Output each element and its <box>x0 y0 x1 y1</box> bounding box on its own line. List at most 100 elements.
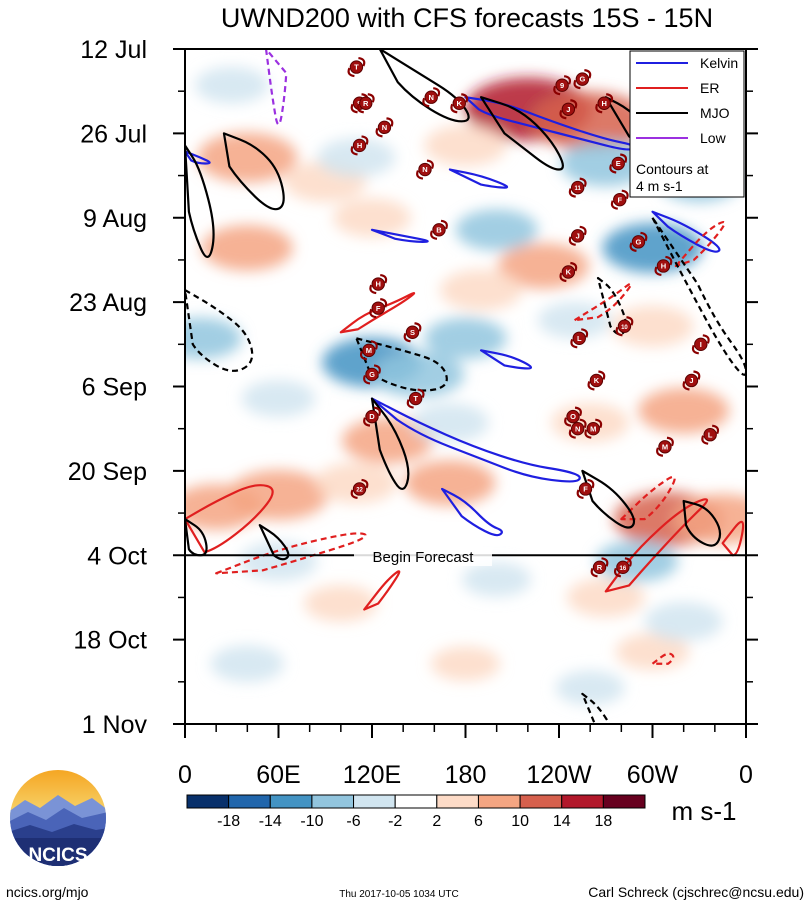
x-tick-label: 120W <box>526 761 592 789</box>
x-tick-label: 60W <box>627 761 679 789</box>
storm-marker: G <box>573 69 592 90</box>
storm-marker: E <box>609 153 628 174</box>
x-tick-label: 0 <box>178 761 192 789</box>
contour-er <box>339 291 416 334</box>
colorbar-swatch <box>353 794 396 809</box>
colorbar-swatch <box>394 794 438 809</box>
begin-forecast-marker: Begin Forecast <box>185 547 746 566</box>
storm-label: F <box>617 195 622 204</box>
contour-er <box>573 282 633 322</box>
storm-label: M <box>662 442 668 451</box>
storm-markers: TSRNKNHN9GJHE11FBJGKHHFSMG10LIKJTDONMLM2… <box>347 56 720 578</box>
storm-marker: H <box>654 255 673 277</box>
storm-label: H <box>661 262 666 271</box>
storm-marker: N <box>568 418 587 439</box>
colorbar-unit: m s-1 <box>672 796 737 826</box>
storm-marker: J <box>568 225 587 246</box>
contour-kelvin <box>448 168 509 189</box>
contour-mjo <box>355 337 448 392</box>
storm-label: H <box>357 141 362 150</box>
storm-label: I <box>700 340 702 349</box>
storm-label: D <box>369 412 375 421</box>
storm-marker: O <box>564 406 582 427</box>
colorbar-tick-label: -14 <box>259 813 282 830</box>
storm-label: 16 <box>620 566 627 572</box>
y-tick-label: 6 Sep <box>82 374 147 402</box>
storm-label: 11 <box>575 186 582 192</box>
anomaly-patch <box>424 317 507 359</box>
storm-marker: F <box>576 478 595 500</box>
anomaly-patch <box>430 646 501 682</box>
storm-marker: 11 <box>568 177 587 198</box>
contour-kelvin <box>441 487 503 537</box>
storm-label: K <box>566 268 572 277</box>
colorbar-swatch <box>602 794 646 809</box>
anomaly-patch <box>317 137 396 177</box>
colorbar-swatch <box>228 794 271 809</box>
anomaly-field <box>185 66 746 706</box>
storm-label: L <box>708 430 713 439</box>
colorbar-tick-label: 10 <box>511 813 529 830</box>
anomaly-patch <box>531 91 649 151</box>
anomaly-patch <box>185 317 242 359</box>
legend-label: ER <box>700 80 719 96</box>
storm-marker: T <box>347 56 366 78</box>
storm-marker: R <box>356 93 375 114</box>
contour-er <box>721 520 745 557</box>
storm-label: J <box>689 376 693 385</box>
anomaly-patch <box>201 225 293 271</box>
anomaly-patch <box>239 541 318 581</box>
storm-label: K <box>457 99 463 108</box>
storm-label: E <box>616 159 621 168</box>
x-tick-label: 60E <box>256 761 300 789</box>
y-tick-label: 12 Jul <box>80 36 147 64</box>
colorbar-tick-label: -6 <box>346 813 360 830</box>
storm-marker: K <box>587 370 606 391</box>
storm-marker: 16 <box>613 557 632 578</box>
storm-marker: M <box>584 418 603 439</box>
storm-label: J <box>566 105 570 114</box>
ncics-logo: NCICS <box>10 770 106 866</box>
storm-label: S <box>410 328 415 337</box>
storm-label: G <box>369 370 375 379</box>
colorbar-swatch <box>269 794 313 809</box>
storm-label: 22 <box>356 488 363 494</box>
storm-label: T <box>354 63 359 72</box>
contour-mjo <box>370 397 410 491</box>
storm-marker: 9 <box>553 75 572 96</box>
legend-note-2: 4 m s-1 <box>636 178 683 194</box>
colorbar-swatch <box>519 794 563 809</box>
contour-er <box>363 570 401 611</box>
footer-author: Carl Schreck (cjschrec@ncsu.edu) <box>588 884 804 900</box>
legend: Kelvin ER MJO Low Contours at 4 m s-1 <box>629 50 745 198</box>
legend-note-1: Contours at <box>636 161 708 177</box>
storm-marker: N <box>422 87 441 108</box>
contour-mjo <box>596 276 627 336</box>
y-tick-label: 4 Oct <box>87 542 147 570</box>
storm-label: M <box>366 346 372 355</box>
anomaly-patch <box>611 305 694 347</box>
anomaly-patch <box>560 140 652 187</box>
storm-label: G <box>636 237 642 246</box>
contour-mjo <box>479 96 564 171</box>
colorbar-tick-label: -2 <box>388 813 402 830</box>
storm-marker: F <box>369 298 388 319</box>
colorbar-tick-label: 18 <box>594 813 612 830</box>
logo-text: NCICS <box>28 845 87 866</box>
anomaly-patch <box>410 403 489 443</box>
contour-kelvin <box>370 228 429 243</box>
anomaly-patch <box>644 602 723 642</box>
storm-marker: 10 <box>615 316 634 337</box>
storm-label: N <box>575 424 580 433</box>
axes: 0 60E 120E 180 120W 60W 0 12 Jul 26 Jul 9 Aug 23 A… <box>68 36 758 789</box>
colorbar-swatch <box>186 794 230 809</box>
storm-marker: H <box>595 93 614 114</box>
storm-label: B <box>436 225 442 234</box>
storm-label: K <box>594 376 600 385</box>
storm-marker: G <box>629 231 648 252</box>
storm-label: F <box>376 304 381 313</box>
contour-mjo <box>651 216 746 376</box>
colorbar-swatch <box>561 794 604 809</box>
anomaly-patch <box>194 66 269 104</box>
y-tick-label: 1 Nov <box>82 711 148 739</box>
